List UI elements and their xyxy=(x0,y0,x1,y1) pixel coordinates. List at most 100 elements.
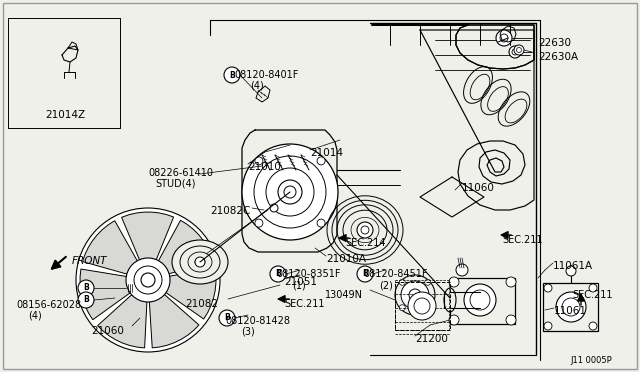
Text: STUD(4): STUD(4) xyxy=(155,178,195,188)
Circle shape xyxy=(399,279,405,285)
Text: 21014Z: 21014Z xyxy=(45,110,85,120)
Text: SEC.211: SEC.211 xyxy=(572,290,612,300)
Text: 08120-8351F: 08120-8351F xyxy=(276,269,340,279)
Circle shape xyxy=(449,315,459,325)
Polygon shape xyxy=(97,295,147,348)
Circle shape xyxy=(562,298,580,316)
Circle shape xyxy=(409,289,421,301)
Circle shape xyxy=(357,222,373,238)
Text: SEC.214: SEC.214 xyxy=(345,238,385,248)
Circle shape xyxy=(464,284,496,316)
Text: B: B xyxy=(362,269,368,279)
Text: 21082: 21082 xyxy=(185,299,218,309)
Text: 11060: 11060 xyxy=(462,183,495,193)
Circle shape xyxy=(224,67,240,83)
Ellipse shape xyxy=(444,288,456,312)
Circle shape xyxy=(401,281,429,309)
Text: SEC.211: SEC.211 xyxy=(284,299,324,309)
Circle shape xyxy=(134,266,162,294)
Circle shape xyxy=(589,322,597,330)
Text: 08156-62028: 08156-62028 xyxy=(16,300,81,310)
Text: 13049N: 13049N xyxy=(325,290,363,300)
Circle shape xyxy=(509,46,521,58)
Circle shape xyxy=(270,204,278,212)
Text: 22630A: 22630A xyxy=(538,52,578,62)
Text: (4): (4) xyxy=(250,81,264,91)
Text: B: B xyxy=(83,283,89,292)
Circle shape xyxy=(408,292,436,320)
Circle shape xyxy=(470,290,490,310)
Circle shape xyxy=(270,266,286,282)
Text: 21051: 21051 xyxy=(284,277,317,287)
Text: 21010A: 21010A xyxy=(326,254,366,264)
Text: 08120-8401F: 08120-8401F xyxy=(234,70,298,80)
Circle shape xyxy=(78,280,94,296)
Text: (4): (4) xyxy=(28,311,42,321)
Circle shape xyxy=(78,292,94,308)
Circle shape xyxy=(496,30,512,46)
Circle shape xyxy=(516,48,522,52)
Circle shape xyxy=(395,275,435,315)
Polygon shape xyxy=(420,30,534,210)
Text: (2): (2) xyxy=(379,280,393,290)
Circle shape xyxy=(399,305,405,311)
Text: 11061A: 11061A xyxy=(553,261,593,271)
Circle shape xyxy=(566,266,576,276)
Text: 08226-61410: 08226-61410 xyxy=(148,168,213,178)
Text: 08120-81428: 08120-81428 xyxy=(225,316,290,326)
Circle shape xyxy=(254,156,326,228)
Text: 22630: 22630 xyxy=(538,38,571,48)
Text: 08120-8451F: 08120-8451F xyxy=(363,269,428,279)
Ellipse shape xyxy=(172,240,228,284)
Bar xyxy=(450,278,515,324)
Circle shape xyxy=(255,157,263,165)
Text: SEC.211: SEC.211 xyxy=(502,235,543,245)
Circle shape xyxy=(544,322,552,330)
Circle shape xyxy=(76,208,220,352)
Text: J11 0005P: J11 0005P xyxy=(570,356,612,365)
Polygon shape xyxy=(372,25,534,69)
Text: 21060: 21060 xyxy=(91,326,124,336)
Circle shape xyxy=(506,315,516,325)
Circle shape xyxy=(456,264,468,276)
Polygon shape xyxy=(372,25,534,69)
Text: (3): (3) xyxy=(241,327,255,337)
Polygon shape xyxy=(242,130,337,252)
Text: 21010: 21010 xyxy=(248,162,281,172)
Polygon shape xyxy=(83,221,137,274)
Text: B: B xyxy=(229,71,235,80)
Circle shape xyxy=(506,277,516,287)
Circle shape xyxy=(195,257,205,267)
Polygon shape xyxy=(80,269,130,320)
Text: B: B xyxy=(275,269,281,279)
Circle shape xyxy=(278,180,302,204)
Circle shape xyxy=(449,277,459,287)
Circle shape xyxy=(141,273,155,287)
Circle shape xyxy=(512,49,518,55)
Polygon shape xyxy=(159,220,213,274)
Circle shape xyxy=(514,45,524,55)
Bar xyxy=(543,283,598,331)
Circle shape xyxy=(242,144,338,240)
Circle shape xyxy=(357,266,373,282)
Text: 11061: 11061 xyxy=(554,306,587,316)
Circle shape xyxy=(425,305,431,311)
Text: FRONT: FRONT xyxy=(72,256,108,266)
Text: (1): (1) xyxy=(292,280,306,290)
Circle shape xyxy=(361,226,369,234)
Circle shape xyxy=(414,298,430,314)
Circle shape xyxy=(544,284,552,292)
Text: 21014: 21014 xyxy=(310,148,343,158)
Circle shape xyxy=(255,219,263,227)
Text: 21082C: 21082C xyxy=(210,206,250,216)
Circle shape xyxy=(589,284,597,292)
Circle shape xyxy=(266,168,314,216)
Polygon shape xyxy=(149,295,199,348)
Circle shape xyxy=(500,34,508,42)
Bar xyxy=(395,282,450,330)
Text: B: B xyxy=(224,314,230,323)
Circle shape xyxy=(219,310,235,326)
Circle shape xyxy=(284,186,296,198)
Circle shape xyxy=(317,157,325,165)
Text: B: B xyxy=(83,295,89,305)
